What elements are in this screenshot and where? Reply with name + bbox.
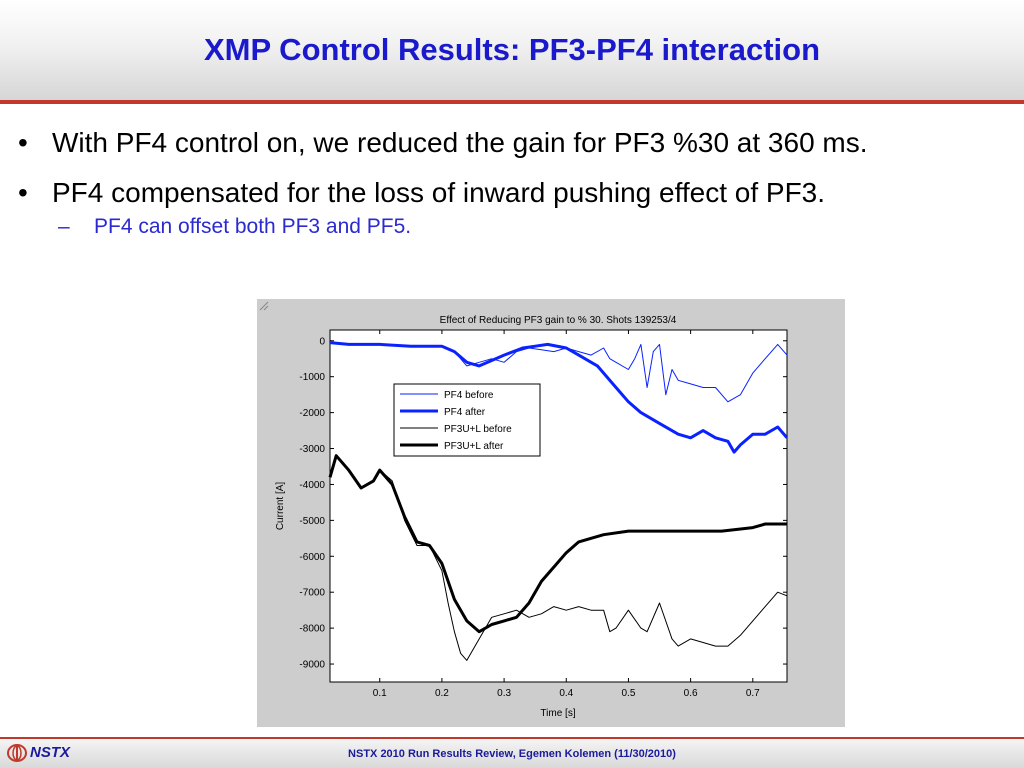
bullet-glyph: • (18, 127, 28, 158)
x-tick-label: 0.1 (373, 688, 387, 699)
bullet-item: • With PF4 control on, we reduced the ga… (18, 126, 1018, 160)
series-line-pf3u-l-before (329, 455, 788, 661)
series-line-pf4-after (329, 341, 789, 454)
y-tick-label: -4000 (299, 480, 325, 491)
slide-title: XMP Control Results: PF3-PF4 interaction (203, 32, 821, 67)
line-chart: Effect of Reducing PF3 gain to % 30. Sho… (275, 315, 789, 719)
nstx-logo-icon (7, 744, 27, 762)
footer-logo-text: NSTX (30, 744, 71, 761)
sub-bullet-item: – PF4 can offset both PF3 and PF5. (18, 214, 1018, 240)
x-tick-label: 0.3 (497, 688, 511, 699)
legend: PF4 before PF4 after PF3U+L before PF3U+L a… (393, 383, 541, 457)
legend-label: PF3U+L after (444, 441, 504, 452)
series-layer (328, 341, 789, 661)
plot-area (329, 329, 788, 683)
title-band: XMP Control Results: PF3-PF4 interaction (0, 0, 1024, 100)
x-tick-label: 0.5 (621, 688, 635, 699)
y-tick-label: -6000 (299, 552, 325, 563)
y-tick-label: -8000 (299, 624, 325, 635)
footer-divider (0, 737, 1024, 739)
x-axis-label: Time [s] (540, 708, 575, 719)
series-line-pf4-before (329, 342, 788, 403)
title-divider (0, 100, 1024, 104)
y-tick-label: 0 (319, 336, 325, 347)
y-tick-label: -9000 (299, 660, 325, 671)
chart-title: Effect of Reducing PF3 gain to % 30. Sho… (440, 315, 677, 326)
bullet-text: PF4 compensated for the loss of inward p… (52, 177, 826, 208)
footer: NSTX NSTX 2010 Run Results Review, Egeme… (0, 739, 1024, 768)
sub-bullet-glyph: – (58, 215, 70, 238)
y-tick-label: -1000 (299, 372, 325, 383)
x-tick-label: 0.2 (435, 688, 449, 699)
bullet-item: • PF4 compensated for the loss of inward… (18, 176, 1018, 210)
sub-bullet-text: PF4 can offset both PF3 and PF5. (94, 215, 412, 238)
resize-grip-icon[interactable] (257, 299, 269, 311)
y-tick-label: -5000 (299, 516, 325, 527)
x-tick-label: 0.7 (746, 688, 760, 699)
y-tick-label: -2000 (299, 408, 325, 419)
y-tick-label: -3000 (299, 444, 325, 455)
bullet-text: With PF4 control on, we reduced the gain… (52, 127, 868, 158)
axis-ticks: 0.1 0.2 0.3 0.4 0.5 0.6 0.7 0 -1000 -2000 -3000 -40… (299, 330, 787, 699)
chart-figure: Effect of Reducing PF3 gain to % 30. Sho… (257, 299, 845, 727)
legend-label: PF3U+L before (444, 424, 512, 435)
legend-label: PF4 before (444, 390, 494, 401)
series-line-pf3u-l-after (328, 454, 787, 634)
y-tick-label: -7000 (299, 588, 325, 599)
y-axis-label: Current [A] (275, 482, 286, 531)
footer-text: NSTX 2010 Run Results Review, Egemen Kol… (348, 748, 676, 760)
legend-label: PF4 after (444, 407, 486, 418)
x-tick-label: 0.6 (684, 688, 698, 699)
x-tick-label: 0.4 (559, 688, 573, 699)
bullet-list: • With PF4 control on, we reduced the ga… (18, 126, 1018, 240)
bullet-glyph: • (18, 177, 28, 208)
